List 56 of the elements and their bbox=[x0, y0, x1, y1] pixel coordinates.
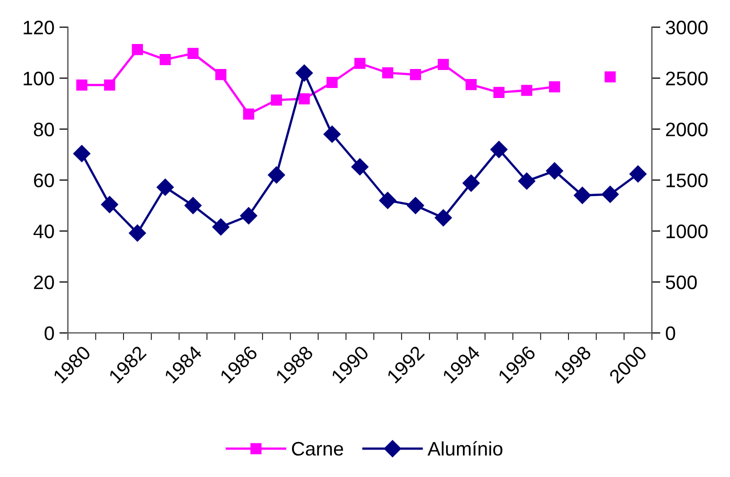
point bbox=[156, 178, 174, 196]
y2-tick-label: 1000 bbox=[666, 224, 708, 238]
point bbox=[270, 94, 282, 106]
point bbox=[490, 140, 508, 158]
point bbox=[76, 79, 88, 91]
point bbox=[382, 67, 394, 78]
point bbox=[438, 58, 449, 70]
y2-tick-label: 2500 bbox=[666, 72, 708, 86]
point bbox=[324, 126, 341, 143]
y-tick-label: 80 bbox=[34, 122, 54, 136]
point bbox=[73, 145, 90, 162]
y2-tick-label: 1500 bbox=[666, 174, 708, 188]
y-tick-label: 0 bbox=[44, 326, 54, 340]
point bbox=[187, 48, 199, 59]
point bbox=[104, 79, 116, 91]
y2-tick-label: 0 bbox=[666, 326, 676, 340]
point bbox=[128, 224, 146, 242]
y-tick-label: 60 bbox=[34, 174, 54, 188]
point bbox=[215, 69, 226, 80]
point bbox=[326, 76, 338, 88]
point bbox=[462, 174, 480, 192]
y2-tick-label: 2000 bbox=[666, 122, 708, 136]
y-tick-label: 100 bbox=[24, 72, 54, 86]
point bbox=[493, 86, 504, 98]
point bbox=[354, 58, 366, 69]
y2-tick-label: 3000 bbox=[666, 20, 708, 34]
legend-label: Carne bbox=[292, 442, 344, 456]
point bbox=[184, 196, 202, 214]
point bbox=[518, 172, 536, 190]
point bbox=[406, 196, 424, 214]
point bbox=[521, 84, 532, 96]
point bbox=[298, 93, 310, 104]
point bbox=[296, 64, 313, 82]
y-tick-label: 20 bbox=[34, 275, 54, 290]
point bbox=[604, 71, 616, 82]
point bbox=[434, 209, 452, 226]
point bbox=[212, 218, 230, 236]
point bbox=[379, 192, 396, 210]
legend-label: Alumínio bbox=[428, 441, 502, 456]
point bbox=[466, 78, 477, 90]
point bbox=[101, 196, 118, 214]
point bbox=[132, 44, 143, 56]
point bbox=[574, 186, 591, 204]
point bbox=[243, 108, 254, 120]
y-tick-label: 40 bbox=[34, 224, 54, 238]
y-tick-label: 120 bbox=[24, 20, 54, 34]
point bbox=[160, 54, 171, 66]
point bbox=[602, 186, 619, 203]
y2-tick-label: 500 bbox=[666, 275, 697, 290]
point bbox=[240, 207, 258, 224]
point bbox=[268, 166, 286, 184]
point bbox=[410, 69, 422, 80]
point bbox=[351, 158, 368, 176]
point bbox=[549, 81, 560, 92]
point bbox=[629, 165, 647, 183]
point bbox=[546, 162, 564, 180]
